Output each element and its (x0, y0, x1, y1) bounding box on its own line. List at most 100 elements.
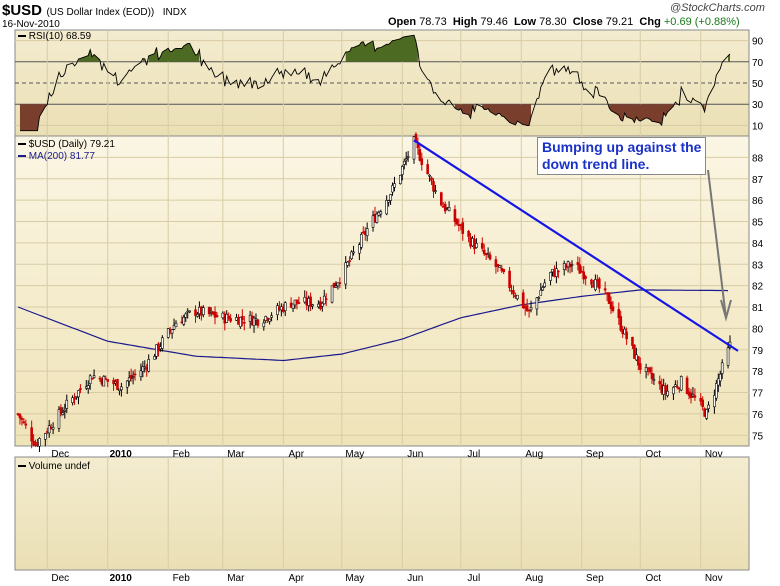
price-candle (20, 416, 24, 426)
candle-body (229, 318, 232, 322)
price-candle (582, 266, 585, 284)
candle-body (527, 309, 531, 312)
price-candle (196, 311, 199, 318)
candle-body (182, 316, 186, 325)
price-candle (22, 418, 26, 424)
price-candle (447, 201, 451, 212)
price-candle (44, 432, 47, 447)
candle-body (475, 243, 478, 248)
price-candle (420, 152, 424, 171)
price-candle (443, 201, 447, 215)
candle-body (494, 259, 498, 267)
candle-body (65, 399, 69, 409)
price-candle (375, 211, 379, 224)
candle-body (92, 375, 96, 378)
price-candle (498, 264, 502, 268)
price-candle (391, 182, 394, 196)
candle-body (537, 297, 541, 299)
price-candle (385, 195, 388, 216)
rsi-line (20, 34, 731, 132)
price-candle (467, 229, 470, 243)
price-candle (512, 285, 515, 299)
candle-body (644, 367, 648, 372)
candle-body (420, 158, 424, 165)
rsi-oversold-fill (609, 104, 674, 126)
candle-body (30, 427, 33, 442)
candle-body (77, 390, 80, 398)
candle-body (79, 388, 82, 391)
price-candle (691, 387, 695, 398)
candle-body (664, 385, 667, 394)
candle-body (387, 200, 390, 203)
candle-body (691, 393, 695, 397)
candle-body (262, 322, 266, 328)
price-tick-label: 78 (752, 367, 764, 378)
candle-body (133, 373, 137, 376)
candle-body (120, 386, 123, 391)
candle-body (385, 200, 388, 215)
candle-body (242, 321, 246, 324)
candle-body (61, 412, 65, 415)
x-tick-label: Jul (467, 449, 480, 460)
price-candle (324, 293, 328, 306)
candle-body (648, 367, 652, 373)
candle-body (701, 399, 704, 407)
candle-body (498, 265, 502, 268)
x-tick-label: 2010 (110, 573, 133, 584)
price-candle (584, 274, 587, 286)
candle-body (188, 310, 191, 313)
price-candle (475, 238, 478, 249)
price-candle (86, 380, 90, 394)
candle-body (461, 222, 465, 234)
price-candle (47, 420, 51, 438)
price-tick-label: 77 (752, 389, 764, 400)
price-candle (488, 251, 492, 261)
price-candle (611, 301, 615, 313)
rsi-tick-label: 50 (752, 79, 764, 90)
price-candle (338, 277, 342, 289)
candle-body (726, 347, 730, 366)
candle-body (508, 270, 511, 289)
axes: 88 87 86 85 84 83 82 81 80 79 78 77 76 75 90 70 50 30 10 De… (51, 37, 763, 584)
x-tick-label: 2010 (110, 449, 133, 460)
annotation-line-1: Bumping up against the (542, 139, 702, 155)
price-candle (404, 151, 408, 166)
candle-body (426, 164, 429, 175)
price-candle (549, 271, 552, 286)
price-candle (603, 281, 607, 295)
price-candle (346, 261, 349, 268)
candle-body (638, 363, 642, 370)
price-candle (59, 404, 63, 417)
candle-body (63, 409, 67, 412)
price-candle (502, 268, 506, 275)
x-tick-label: Sep (586, 449, 604, 460)
candle-body (338, 282, 342, 284)
price-candle (720, 359, 724, 379)
x-tick-label: Mar (227, 573, 245, 584)
price-tick-label: 82 (752, 282, 764, 293)
candle-body (71, 397, 74, 404)
candle-body (619, 316, 623, 331)
price-candle (406, 151, 410, 162)
candle-body (658, 380, 662, 385)
candle-body (360, 234, 363, 248)
price-candle (360, 232, 363, 250)
candle-body (607, 292, 611, 304)
candle-body (283, 302, 287, 311)
price-candle (543, 279, 546, 289)
price-candle (172, 318, 176, 331)
candle-body (18, 413, 22, 419)
candle-body (297, 302, 301, 304)
candle-body (309, 296, 312, 307)
rsi-overbought-fill (148, 43, 200, 62)
rsi-tick-label: 10 (752, 121, 764, 132)
price-candle (88, 374, 92, 390)
candle-body (455, 219, 459, 225)
price-candle (268, 318, 271, 325)
price-tick-label: 84 (752, 239, 764, 250)
price-candle (535, 297, 539, 316)
price-candle (525, 298, 529, 312)
candle-body (516, 294, 519, 300)
candle-body (631, 336, 634, 346)
candle-body (184, 313, 188, 318)
